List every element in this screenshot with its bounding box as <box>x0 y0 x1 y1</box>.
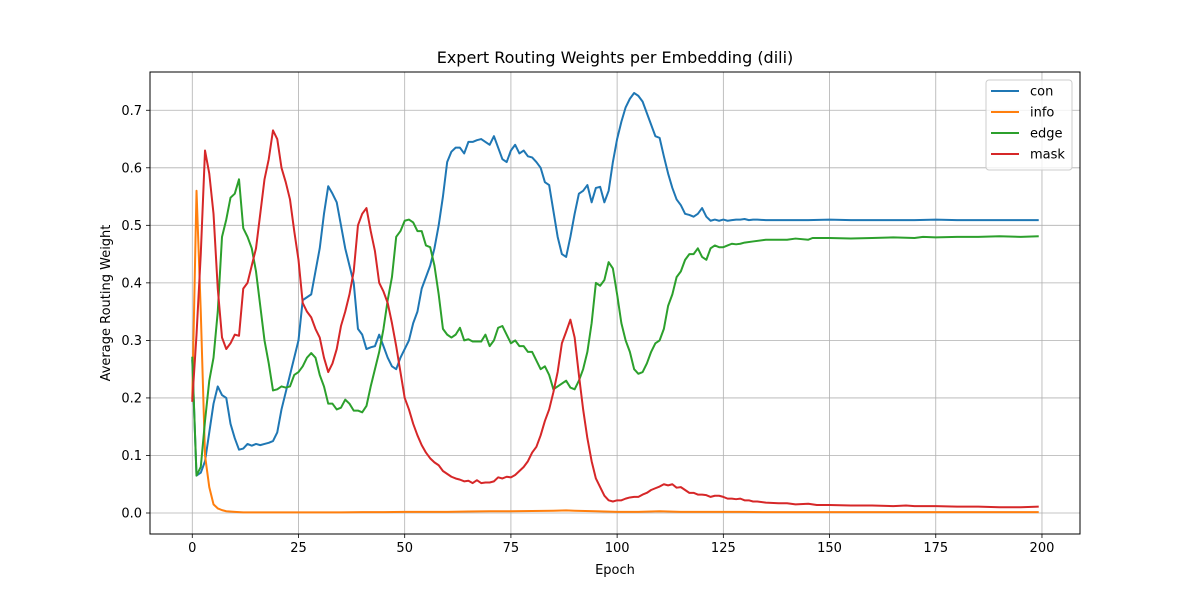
x-tick-label: 150 <box>817 541 842 556</box>
x-tick-label: 75 <box>503 541 520 556</box>
x-tick-label: 0 <box>188 541 196 556</box>
plot-area-frame <box>149 71 1081 535</box>
y-axis-label: Average Routing Weight <box>99 225 114 382</box>
series-line-info <box>191 189 1039 514</box>
series-line-con <box>191 92 1039 477</box>
series-line-edge <box>191 178 1039 477</box>
legend-label-con: con <box>1030 85 1053 100</box>
y-tick-label: 0.5 <box>121 219 142 234</box>
y-tick-label: 0.6 <box>121 161 142 176</box>
y-tick-label: 0.4 <box>121 276 142 291</box>
ticks: 0 25 50 75 100 125 150 175 200 0.0 0.1 0.2 0.3 0.4 0.5… <box>121 104 1054 556</box>
y-tick-label: 0.3 <box>121 334 142 349</box>
x-tick-label: 50 <box>396 541 413 556</box>
series-lines <box>191 92 1039 514</box>
x-axis-label: Epoch <box>595 563 635 578</box>
x-tick-label: 125 <box>711 541 736 556</box>
legend: con info edge mask <box>985 79 1073 171</box>
legend-label-info: info <box>1030 106 1054 121</box>
y-tick-label: 0.7 <box>121 104 142 119</box>
y-tick-label: 0.0 <box>121 507 142 522</box>
x-tick-label: 100 <box>605 541 630 556</box>
y-tick-label: 0.2 <box>121 391 142 406</box>
x-tick-label: 175 <box>923 541 948 556</box>
x-tick-label: 25 <box>290 541 307 556</box>
legend-label-edge: edge <box>1030 127 1063 142</box>
series-line-mask <box>191 129 1039 509</box>
legend-label-mask: mask <box>1030 148 1065 163</box>
y-tick-label: 0.1 <box>121 449 142 464</box>
legend-box <box>985 79 1073 171</box>
chart-title: Expert Routing Weights per Embedding (di… <box>437 48 794 67</box>
x-tick-label: 200 <box>1030 541 1055 556</box>
